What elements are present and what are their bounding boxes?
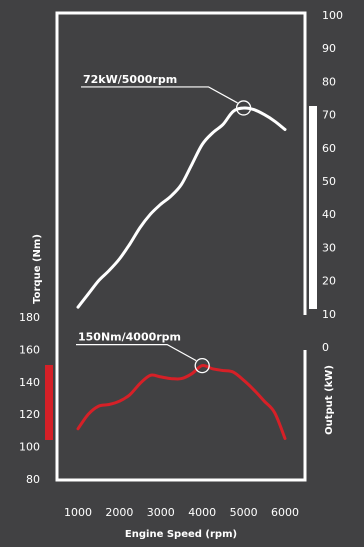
output-tick-label: 0 — [322, 341, 329, 354]
torque-tick-label: 160 — [19, 343, 40, 356]
annotation-leader-line — [81, 86, 238, 104]
tick-labels: 1000 2000 3000 4000 5000 6000 0 10 20 30 40 50 60 70 8… — [19, 9, 343, 519]
output-axis-title: Output (kW) — [324, 365, 335, 435]
output-tick-label: 50 — [322, 175, 336, 188]
output-indicator-bar — [309, 106, 317, 309]
x-tick-label: 5000 — [230, 506, 258, 519]
x-axis-title: Engine Speed (rpm) — [125, 529, 237, 540]
torque-tick-label: 180 — [19, 311, 40, 324]
output-tick-label: 100 — [322, 9, 343, 22]
peak-annotation-label: 150Nm/4000rpm — [78, 331, 181, 344]
x-tick-label: 4000 — [188, 506, 216, 519]
torque-tick-label: 100 — [19, 441, 40, 454]
x-tick-label: 3000 — [147, 506, 175, 519]
output-tick-label: 40 — [322, 208, 336, 221]
output-plot-frame — [55, 11, 307, 315]
torque-tick-label: 120 — [19, 408, 40, 421]
output-tick-label: 70 — [322, 109, 336, 122]
peak-marker — [235, 100, 252, 116]
peak-marker — [194, 357, 210, 374]
output-tick-label: 90 — [322, 42, 336, 55]
x-tick-label: 1000 — [64, 506, 92, 519]
torque-series-line — [76, 363, 287, 440]
output-tick-label: 10 — [322, 308, 336, 321]
torque-axis-title: Torque (Nm) — [32, 234, 43, 304]
annotations: 72kW/5000rpm 150Nm/4000rpm — [76, 73, 252, 374]
output-tick-label: 60 — [322, 142, 336, 155]
torque-plot-frame — [55, 311, 307, 482]
x-tick-label: 6000 — [271, 506, 299, 519]
output-tick-label: 20 — [322, 275, 336, 288]
x-tick-label: 2000 — [105, 506, 133, 519]
output-tick-label: 80 — [322, 75, 336, 88]
torque-tick-label: 140 — [19, 376, 40, 389]
torque-tick-label: 80 — [26, 473, 40, 486]
annotation-leader-line — [76, 344, 197, 362]
peak-annotation-label: 72kW/5000rpm — [83, 73, 177, 86]
output-tick-label: 30 — [322, 241, 336, 254]
torque-indicator-bar — [45, 365, 53, 440]
